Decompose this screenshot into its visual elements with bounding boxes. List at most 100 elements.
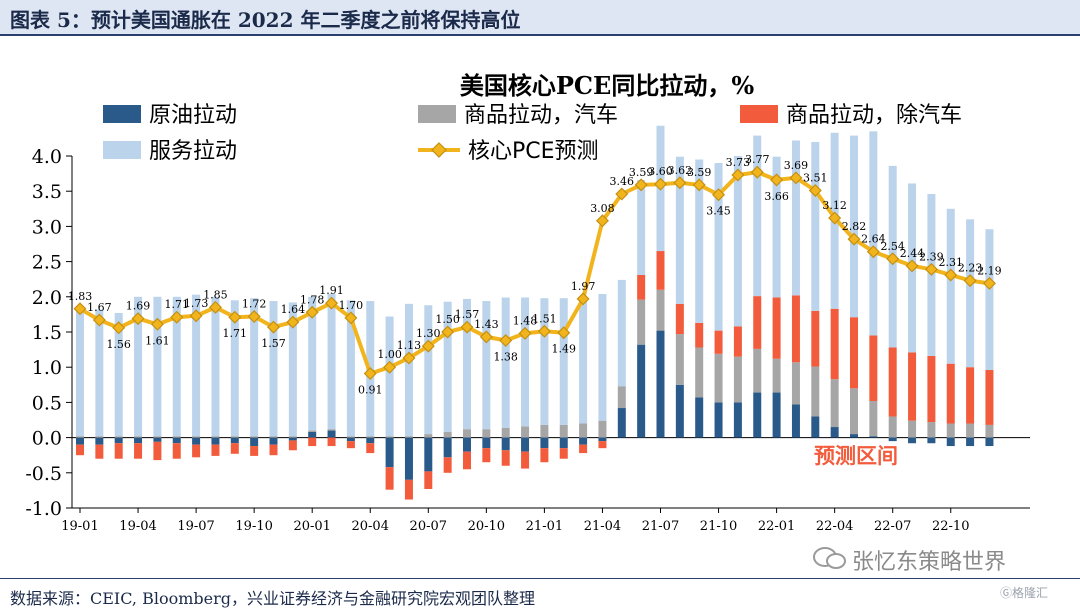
x-tick-label-1: 19-04 (119, 519, 156, 534)
bar-oil-40 (850, 434, 858, 438)
legend-label-4: 核心PCE预测 (468, 139, 599, 164)
bar-oil-34 (733, 402, 742, 438)
bar-auto-45 (946, 423, 955, 438)
bar-goods-ex-auto-13 (327, 437, 336, 447)
bar-auto-8 (230, 436, 239, 438)
bar-auto-26 (579, 423, 588, 438)
forecast-marker-10 (266, 320, 281, 334)
point-label-17: 1.13 (397, 339, 422, 352)
bar-goods-ex-auto-31 (675, 303, 684, 335)
y-tick-label-9: -0.5 (25, 463, 62, 485)
point-label-30: 3.60 (648, 165, 673, 178)
bar-auto-28 (617, 386, 626, 409)
bar-goods-ex-auto-38 (811, 310, 820, 367)
bar-goods-ex-auto-15 (366, 443, 375, 454)
bar-oil-36 (772, 392, 781, 438)
legend-swatch-3 (103, 141, 141, 159)
bar-auto-4 (153, 436, 162, 438)
x-tick-label-15: 22-10 (932, 519, 969, 534)
bar-oil-30 (656, 330, 665, 438)
bar-services-34 (733, 156, 742, 327)
forecast-marker-9 (247, 310, 261, 324)
forecast-marker-42 (886, 252, 900, 266)
bar-goods-ex-auto-10 (269, 444, 278, 456)
bar-oil-31 (675, 384, 684, 438)
point-label-29: 3.59 (629, 166, 654, 179)
forecast-marker-28 (615, 187, 629, 201)
bar-auto-7 (211, 436, 220, 438)
bar-services-26 (579, 298, 588, 424)
bar-goods-ex-auto-40 (850, 317, 858, 389)
x-tick-label-13: 22-04 (816, 519, 853, 534)
forecast-marker-40 (847, 232, 861, 246)
bar-services-18 (424, 305, 433, 435)
forecast-marker-30 (653, 177, 668, 191)
point-label-24: 1.51 (532, 312, 557, 325)
forecast-marker-15 (363, 367, 377, 381)
point-label-10: 1.57 (261, 337, 286, 350)
forecast-marker-26 (576, 292, 590, 306)
bar-oil-21 (482, 437, 491, 449)
forecast-marker-25 (557, 326, 571, 340)
bar-services-3 (134, 296, 143, 437)
bar-auto-6 (192, 436, 201, 438)
forecast-marker-8 (228, 310, 242, 324)
bar-services-10 (269, 301, 278, 437)
forecast-marker-44 (924, 262, 938, 276)
point-label-9: 1.72 (242, 298, 267, 311)
forecast-marker-34 (731, 168, 745, 182)
forecast-marker-36 (770, 173, 784, 187)
x-tick-label-11: 21-10 (700, 519, 737, 534)
bar-auto-42 (888, 416, 897, 438)
bar-goods-ex-auto-47 (985, 370, 994, 425)
bar-goods-ex-auto-32 (695, 322, 704, 348)
forecast-marker-43 (905, 259, 919, 273)
point-label-5: 1.71 (165, 298, 190, 311)
x-tick-label-9: 21-04 (584, 519, 621, 534)
bar-services-0 (76, 305, 84, 437)
bar-services-21 (482, 301, 491, 430)
forecast-marker-20 (460, 320, 474, 334)
bar-auto-37 (791, 362, 800, 405)
bar-goods-ex-auto-42 (888, 347, 897, 417)
bar-goods-ex-auto-19 (443, 457, 452, 473)
forecast-marker-13 (325, 296, 339, 310)
y-tick-label-7: 0.5 (32, 392, 62, 414)
bar-oil-44 (927, 437, 936, 444)
bar-services-14 (346, 300, 355, 437)
forecast-marker-16 (383, 360, 397, 374)
bar-oil-26 (579, 437, 588, 445)
forecast-marker-27 (595, 214, 609, 228)
bar-services-24 (540, 298, 549, 425)
forecast-marker-41 (866, 245, 880, 259)
bar-auto-13 (327, 429, 336, 431)
point-label-33: 3.45 (706, 205, 731, 218)
bar-services-36 (772, 156, 781, 298)
bar-auto-38 (811, 366, 820, 417)
bar-services-6 (192, 294, 201, 437)
bar-goods-ex-auto-35 (753, 296, 762, 349)
bar-services-45 (946, 208, 955, 364)
bar-auto-18 (424, 434, 433, 438)
bar-oil-6 (192, 437, 201, 445)
legend-swatch-1 (418, 105, 456, 123)
y-tick-label-6: 1.0 (32, 357, 62, 379)
point-label-2: 1.56 (106, 338, 131, 351)
bar-auto-27 (598, 420, 607, 438)
bar-goods-ex-auto-45 (946, 363, 955, 424)
bar-goods-ex-auto-43 (908, 352, 917, 421)
point-label-22: 1.38 (493, 350, 518, 363)
forecast-marker-23 (518, 326, 532, 340)
figure-title: 图表 5：预计美国通胀在 2022 年二季度之前将保持高位 (10, 8, 521, 32)
bar-services-25 (559, 298, 568, 425)
x-tick-label-3: 19-10 (235, 519, 272, 534)
x-tick-label-6: 20-07 (410, 519, 447, 534)
bar-auto-46 (966, 423, 975, 438)
x-tick-label-0: 19-01 (61, 519, 98, 534)
bar-goods-ex-auto-2 (114, 443, 123, 459)
forecast-marker-14 (344, 311, 358, 325)
point-label-40: 2.82 (842, 220, 867, 233)
bar-auto-20 (463, 429, 471, 438)
x-tick-label-7: 20-10 (468, 519, 505, 534)
